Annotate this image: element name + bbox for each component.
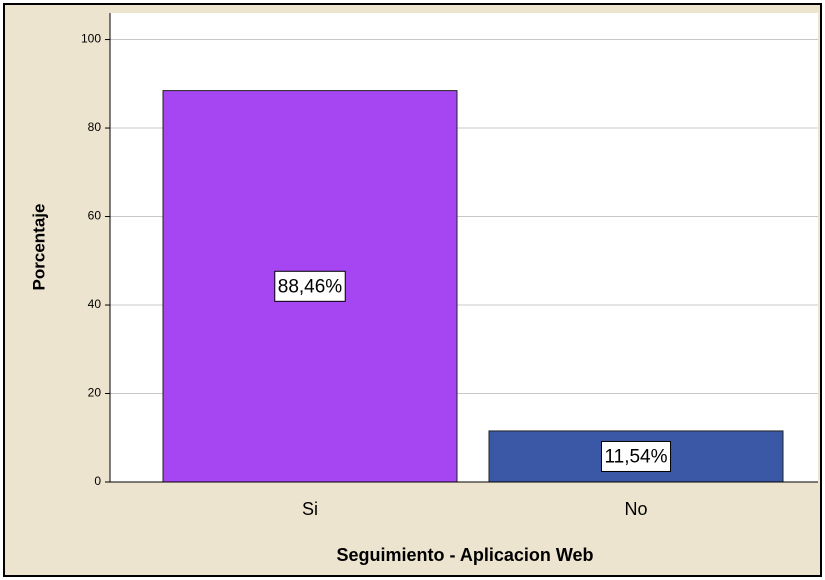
x-tick-label: Si bbox=[302, 499, 318, 519]
y-tick-label: 20 bbox=[88, 386, 102, 400]
x-tick-label: No bbox=[624, 499, 647, 519]
y-tick-label: 60 bbox=[88, 209, 102, 223]
value-label: 11,54% bbox=[604, 446, 667, 467]
value-label-box bbox=[600, 440, 672, 472]
y-axis-title: Porcentaje bbox=[29, 204, 48, 291]
x-axis-title: Seguimiento - Aplicacion Web bbox=[336, 545, 593, 565]
y-tick-label: 80 bbox=[88, 120, 102, 134]
y-tick-label: 0 bbox=[94, 474, 101, 488]
y-tick-label: 40 bbox=[88, 297, 102, 311]
y-tick-label: 100 bbox=[81, 32, 101, 46]
value-label: 88,46% bbox=[278, 276, 343, 297]
value-label-box bbox=[274, 270, 346, 302]
